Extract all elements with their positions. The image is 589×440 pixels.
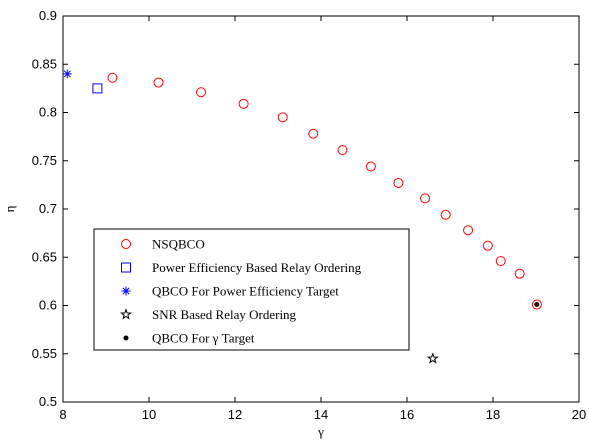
y-tick-label: 0.85 <box>32 56 57 71</box>
series-0-point <box>107 72 118 83</box>
series-4-point-shape <box>534 302 540 308</box>
y-tick-label: 0.75 <box>32 153 57 168</box>
legend-marker-3-shape <box>120 308 132 320</box>
series-0-point <box>463 225 474 236</box>
x-tick-label: 14 <box>314 407 328 422</box>
y-tick-label: 0.9 <box>39 8 57 23</box>
x-axis-label: γ <box>317 424 324 439</box>
series-1-point-shape <box>92 83 103 94</box>
legend: NSQBCO Power Efficiency Based Relay Order… <box>93 228 410 351</box>
series-2-point-stroke <box>63 70 71 78</box>
series-0-point-shape <box>196 87 207 98</box>
series-0-point-shape <box>531 299 542 310</box>
series-0-point-shape <box>463 225 474 236</box>
y-tick-label: 0.8 <box>39 105 57 120</box>
legend-label-1: Power Efficiency Based Relay Ordering <box>152 260 362 275</box>
series-0-point <box>393 177 404 188</box>
legend-marker-1 <box>121 262 131 273</box>
series-0-point-shape <box>482 240 493 251</box>
series-0-point <box>365 161 376 172</box>
series-0-point <box>153 77 164 88</box>
series-4-point <box>534 302 540 308</box>
series-0-point <box>420 193 431 204</box>
legend-marker-4-shape <box>123 335 129 341</box>
y-axis: 0.5 0.55 0.6 0.65 0.7 0.75 0.8 0.85 0.9 <box>32 8 579 409</box>
series-3-point <box>426 352 439 364</box>
legend-marker-3 <box>120 308 132 320</box>
x-axis: 8 10 12 14 16 18 20 <box>59 16 586 422</box>
series-0-point-shape <box>440 209 451 220</box>
y-axis-label: η <box>2 205 17 212</box>
y-tick-label: 0.6 <box>39 298 57 313</box>
legend-label-4: QBCO For γ Target <box>152 331 255 346</box>
series-0-point <box>514 268 525 279</box>
y-tick-label: 0.65 <box>32 249 57 264</box>
series-0-point-shape <box>238 98 249 109</box>
legend-marker-0 <box>121 239 131 249</box>
legend-marker-2-stroke <box>122 287 130 295</box>
legend-marker-0-shape <box>121 239 131 249</box>
series-0-point <box>495 256 506 267</box>
legend-label-2: QBCO For Power Efficiency Target <box>152 284 339 299</box>
legend-label-3: SNR Based Relay Ordering <box>152 307 297 322</box>
legend-marker-1-shape <box>121 262 131 273</box>
series-0-point-shape <box>153 77 164 88</box>
series-0-point-shape <box>308 128 319 139</box>
series-0-point <box>482 240 493 251</box>
legend-label-0: NSQBCO <box>152 237 205 252</box>
series-0-point-shape <box>277 112 288 123</box>
legend-marker-4 <box>123 335 129 341</box>
series-2-point <box>62 69 72 79</box>
legend-marker-2 <box>121 286 131 296</box>
series-0-point <box>531 299 542 310</box>
y-tick-label: 0.55 <box>32 346 57 361</box>
series-0-point-shape <box>337 145 348 156</box>
series-0-point <box>277 112 288 123</box>
series-0-point-shape <box>495 256 506 267</box>
series-0-point-shape <box>420 193 431 204</box>
series-0-point <box>238 98 249 109</box>
x-tick-label: 16 <box>400 407 414 422</box>
x-tick-label: 20 <box>572 407 586 422</box>
series-0-point <box>440 209 451 220</box>
series-0-point-shape <box>365 161 376 172</box>
data-marks <box>62 69 542 364</box>
x-tick-label: 10 <box>142 407 156 422</box>
series-0-point <box>337 145 348 156</box>
x-tick-label: 18 <box>486 407 500 422</box>
x-tick-label: 12 <box>228 407 242 422</box>
y-tick-label: 0.5 <box>39 394 57 409</box>
legend-box <box>93 228 410 351</box>
series-0-point-shape <box>514 268 525 279</box>
series-0-point-shape <box>107 72 118 83</box>
x-tick-label: 8 <box>59 407 66 422</box>
series-0-point <box>308 128 319 139</box>
series-0-point-shape <box>393 177 404 188</box>
series-1-point <box>92 83 103 94</box>
y-tick-label: 0.7 <box>39 201 57 216</box>
series-0-point <box>196 87 207 98</box>
series-3-point-shape <box>426 352 439 364</box>
